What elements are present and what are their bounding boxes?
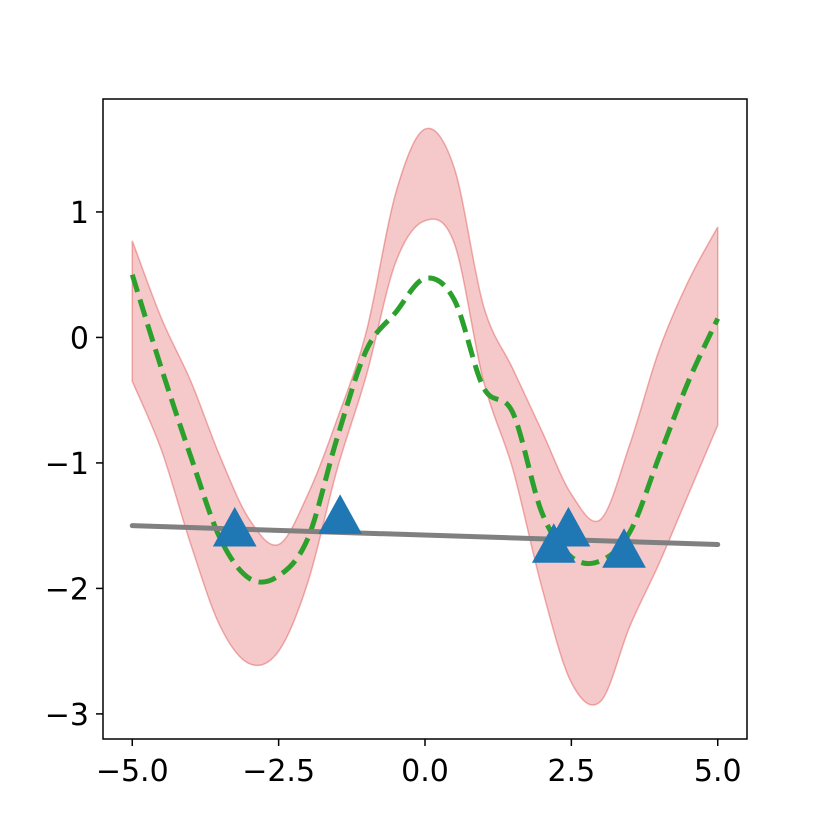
triangle-marker xyxy=(602,528,646,568)
x-tick-label: 2.5 xyxy=(548,754,596,789)
y-tick-label: −2 xyxy=(45,572,89,607)
y-tick-label: −1 xyxy=(45,447,89,482)
plot-area xyxy=(129,127,721,706)
x-axis: −5.0 −2.5 0.0 2.5 5.0 xyxy=(96,739,742,789)
y-tick-label: 0 xyxy=(70,321,89,356)
triangle-marker xyxy=(212,506,257,547)
sample-points xyxy=(212,494,646,568)
triangle-marker xyxy=(546,506,591,547)
triangle-marker xyxy=(318,494,362,534)
y-tick-label: −3 xyxy=(45,698,89,733)
y-axis: 1 0 −1 −2 −3 xyxy=(45,196,103,733)
x-tick-label: −5.0 xyxy=(96,754,169,789)
x-tick-label: −2.5 xyxy=(242,754,315,789)
y-tick-label: 1 xyxy=(70,196,89,231)
x-tick-label: 5.0 xyxy=(694,754,742,789)
x-tick-label: 0.0 xyxy=(401,754,449,789)
